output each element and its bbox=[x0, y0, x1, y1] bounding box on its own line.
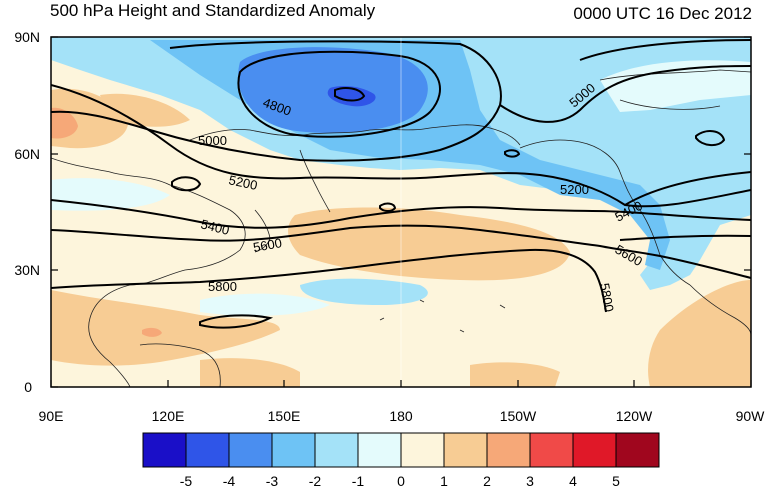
colorbar-labels: -5 -4 -3 -2 -1 0 1 2 3 4 5 bbox=[180, 473, 620, 488]
colorbar-label: -5 bbox=[180, 473, 193, 488]
map-title: 500 hPa Height and Standardized Anomaly bbox=[50, 1, 376, 20]
coastline-asia bbox=[51, 157, 246, 387]
colorbar-box bbox=[271, 432, 316, 468]
colorbar-label: 5 bbox=[612, 473, 620, 488]
colorbar-label: -1 bbox=[352, 473, 365, 488]
contour-north-east bbox=[579, 39, 751, 61]
x-tick-label: 150E bbox=[268, 408, 301, 424]
anomaly-negative-9 bbox=[200, 293, 330, 316]
contour-5800 bbox=[51, 248, 607, 313]
contour-5400 bbox=[51, 199, 751, 229]
anomaly-positive-9 bbox=[142, 327, 162, 337]
map-area: 4800 5000 5200 5400 5600 5800 5000 5200 … bbox=[51, 37, 751, 387]
anomaly-negative-7 bbox=[300, 278, 428, 305]
colorbar-label: 4 bbox=[569, 473, 577, 488]
contour-label: 5800 bbox=[208, 279, 237, 294]
colorbar-box bbox=[572, 432, 617, 468]
anomaly-positive-2 bbox=[51, 107, 78, 139]
contour-label: 5600 bbox=[252, 235, 283, 255]
y-tick-label: 60N bbox=[14, 146, 40, 162]
colorbar-box bbox=[314, 432, 359, 468]
colorbar-label: -2 bbox=[309, 473, 322, 488]
colorbar-box bbox=[486, 432, 531, 468]
contour-5600-east bbox=[619, 234, 751, 241]
colorbar-boxes bbox=[142, 432, 660, 468]
y-tick-label: 30N bbox=[14, 262, 40, 278]
contour-5800-cell bbox=[199, 314, 274, 329]
contour-label: 5400 bbox=[199, 216, 231, 238]
colorbar-label: -3 bbox=[266, 473, 279, 488]
anomaly-positive-5 bbox=[51, 290, 280, 366]
coastline-siberia bbox=[189, 124, 521, 146]
colorbar-label: 2 bbox=[483, 473, 491, 488]
colorbar-box bbox=[529, 432, 574, 468]
x-tick-label: 180 bbox=[389, 408, 413, 424]
x-tick-label: 120W bbox=[616, 408, 653, 424]
colorbar-box bbox=[615, 432, 660, 468]
colorbar-label: 0 bbox=[397, 473, 405, 488]
x-tick-label: 150W bbox=[500, 408, 537, 424]
coastline-australia bbox=[139, 343, 221, 387]
x-tick-label: 90E bbox=[39, 408, 64, 424]
contour-5600 bbox=[51, 224, 751, 279]
y-tick-label: 90N bbox=[14, 29, 40, 45]
contour-5200-east bbox=[624, 171, 751, 206]
x-axis-labels: 90E 120E 150E 180 150W 120W 90W bbox=[39, 408, 766, 424]
colorbar-label: 1 bbox=[440, 473, 448, 488]
contour-label: 5000 bbox=[198, 133, 227, 148]
colorbar-label: -4 bbox=[223, 473, 236, 488]
contour-5000-cell bbox=[695, 130, 726, 146]
contour-label: 5200 bbox=[227, 172, 258, 193]
colorbar-box bbox=[142, 432, 187, 468]
anomaly-positive-8 bbox=[470, 362, 560, 387]
contour-5200-cell bbox=[171, 176, 202, 192]
anomaly-positive-6 bbox=[200, 358, 300, 387]
height-contours bbox=[51, 39, 751, 329]
colorbar-label: 3 bbox=[526, 473, 534, 488]
contour-5000-west bbox=[51, 40, 502, 162]
valid-time: 0000 UTC 16 Dec 2012 bbox=[573, 4, 752, 23]
coastlines bbox=[51, 69, 751, 387]
contour-4800-inner bbox=[334, 87, 366, 102]
contour-4800 bbox=[237, 50, 441, 138]
colorbar-box bbox=[443, 432, 488, 468]
colorbar-box bbox=[228, 432, 273, 468]
colorbar-box bbox=[185, 432, 230, 468]
anomaly-positive-3 bbox=[100, 93, 190, 127]
contour-5400-cell bbox=[379, 202, 397, 212]
anomaly-positive-4 bbox=[288, 207, 570, 281]
contour-small-cell bbox=[504, 149, 521, 158]
x-tick-label: 120E bbox=[152, 408, 185, 424]
contour-5000-east bbox=[499, 65, 751, 123]
contour-label: 5800 bbox=[597, 282, 617, 313]
coastline-alaska bbox=[519, 139, 691, 286]
coastline-kamchatka bbox=[299, 149, 331, 213]
anomaly-negative-6 bbox=[600, 60, 751, 112]
contour-label: 5200 bbox=[560, 182, 589, 197]
colorbar: -5 -4 -3 -2 -1 0 1 2 3 4 5 bbox=[142, 432, 660, 488]
y-tick-label: 0 bbox=[24, 379, 32, 395]
axis-ticks bbox=[50, 36, 752, 388]
anomaly-negative-4 bbox=[327, 86, 376, 107]
colorbar-box bbox=[400, 432, 445, 468]
colorbar-box bbox=[357, 432, 402, 468]
coastline-north-america bbox=[599, 69, 751, 336]
y-axis-labels: 90N 60N 30N 0 bbox=[14, 29, 40, 395]
islands-pacific bbox=[379, 299, 506, 333]
x-tick-label: 90W bbox=[736, 408, 766, 424]
anomaly-positive-7 bbox=[648, 280, 751, 387]
